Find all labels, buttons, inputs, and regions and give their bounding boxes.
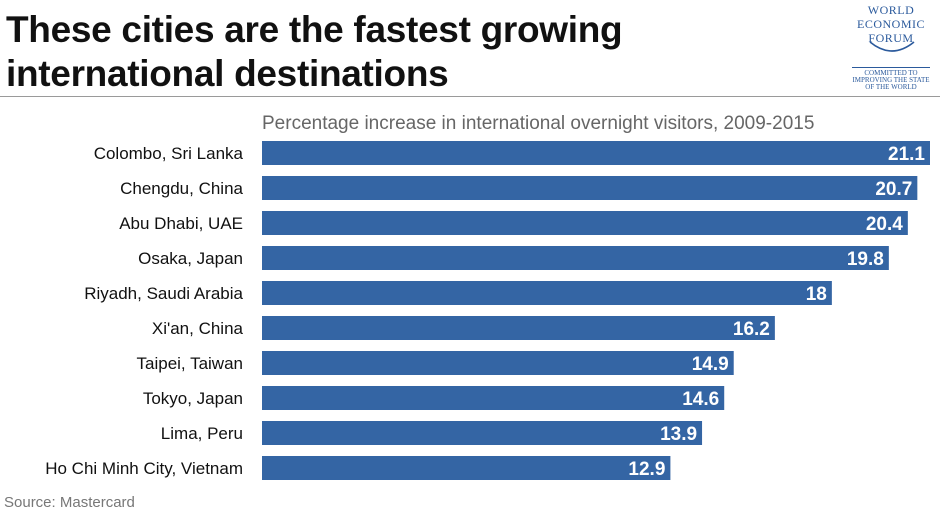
category-label: Riyadh, Saudi Arabia (84, 284, 243, 303)
value-label: 20.4 (866, 214, 903, 235)
bar (262, 351, 734, 375)
bar (262, 386, 725, 410)
category-label: Xi'an, China (152, 319, 244, 338)
bar (262, 316, 775, 340)
logo-tagline: COMMITTED TO IMPROVING THE STATE OF THE … (852, 67, 930, 91)
bar (262, 421, 703, 445)
category-label: Osaka, Japan (138, 249, 243, 268)
logo-tagline-3: OF THE WORLD (865, 83, 917, 91)
logo-word-3: FORUM (868, 31, 914, 45)
bar (262, 281, 832, 305)
category-label: Taipei, Taiwan (137, 354, 243, 373)
category-label: Colombo, Sri Lanka (94, 144, 244, 163)
logo-word-1: WORLD (867, 3, 915, 17)
value-label: 18 (806, 284, 827, 305)
value-label: 12.9 (628, 459, 665, 480)
value-label: 14.6 (682, 389, 719, 410)
value-label: 16.2 (733, 319, 770, 340)
bar (262, 211, 908, 235)
value-label: 14.9 (692, 354, 729, 375)
chart-subtitle: Percentage increase in international ove… (262, 113, 815, 134)
category-label: Tokyo, Japan (143, 389, 243, 408)
logo-tagline-1: COMMITTED TO (864, 69, 918, 77)
category-label: Lima, Peru (161, 424, 243, 443)
chart-title: These cities are the fastest growing int… (6, 8, 826, 96)
title-divider (0, 96, 940, 97)
bar (262, 141, 930, 165)
bar (262, 246, 889, 270)
category-label: Chengdu, China (120, 179, 243, 198)
category-label: Ho Chi Minh City, Vietnam (45, 459, 243, 478)
bar (262, 456, 671, 480)
value-label: 21.1 (888, 144, 925, 165)
logo-tagline-2: IMPROVING THE STATE (852, 76, 930, 84)
logo-arc-icon (869, 41, 915, 52)
logo-word-2: ECONOMIC (856, 17, 925, 31)
category-label: Abu Dhabi, UAE (119, 214, 243, 233)
chart-title-line-2: international destinations (6, 53, 449, 94)
source-note: Source: Mastercard (4, 494, 135, 511)
value-label: 13.9 (660, 424, 697, 445)
value-label: 20.7 (875, 179, 912, 200)
bar (262, 176, 918, 200)
world-economic-forum-logo: WORLD ECONOMIC FORUM COMMITTED TO IMPROV… (848, 2, 934, 92)
chart-title-line-1: These cities are the fastest growing (6, 9, 623, 50)
value-label: 19.8 (847, 249, 884, 270)
